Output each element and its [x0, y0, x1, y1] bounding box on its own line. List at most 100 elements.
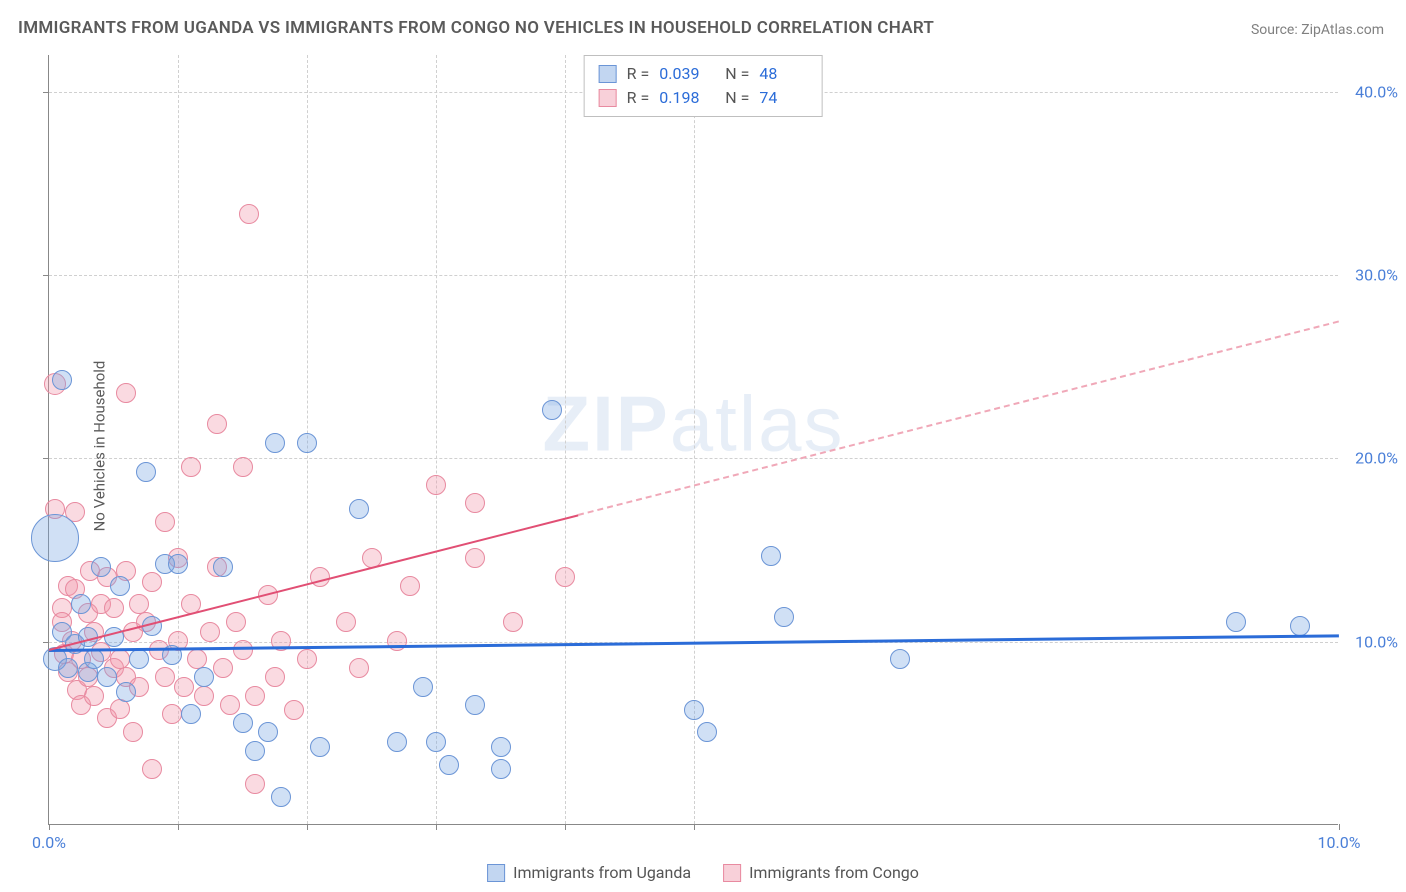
x-tick-label: 10.0% — [1318, 833, 1361, 852]
data-point — [491, 737, 511, 757]
legend-label: Immigrants from Congo — [749, 863, 919, 882]
data-point — [174, 677, 194, 697]
stat-r-value: 0.198 — [659, 86, 707, 110]
data-point — [336, 612, 356, 632]
data-point — [84, 686, 104, 706]
data-point — [97, 667, 117, 687]
data-point — [465, 493, 485, 513]
data-point — [136, 462, 156, 482]
data-point — [503, 612, 523, 632]
data-point — [349, 499, 369, 519]
stats-legend-box: R = 0.039 N = 48 R = 0.198 N = 74 — [584, 55, 823, 117]
x-tick-label: 0.0% — [32, 833, 66, 852]
data-point — [91, 557, 111, 577]
data-point — [220, 695, 240, 715]
stat-r-label: R = — [627, 62, 650, 86]
data-point — [58, 658, 78, 678]
data-point — [31, 514, 79, 562]
data-point — [226, 612, 246, 632]
legend-swatch — [723, 864, 741, 882]
legend-item: Immigrants from Congo — [723, 863, 919, 882]
stat-n-label: N = — [717, 86, 749, 110]
data-point — [233, 713, 253, 733]
data-point — [258, 722, 278, 742]
stats-row: R = 0.039 N = 48 — [599, 62, 808, 86]
data-point — [116, 383, 136, 403]
stats-row: R = 0.198 N = 74 — [599, 86, 808, 110]
data-point — [162, 704, 182, 724]
data-point — [71, 594, 91, 614]
data-point — [233, 457, 253, 477]
data-point — [239, 204, 259, 224]
stat-n-value: 74 — [759, 86, 807, 110]
data-point — [155, 512, 175, 532]
data-point — [110, 649, 130, 669]
data-point — [265, 667, 285, 687]
data-point — [52, 370, 72, 390]
y-tick-label: 30.0% — [1343, 266, 1398, 285]
y-tick-label: 10.0% — [1343, 632, 1398, 651]
data-point — [284, 700, 304, 720]
data-point — [187, 649, 207, 669]
stat-r-label: R = — [627, 86, 650, 110]
data-point — [426, 475, 446, 495]
data-point — [155, 667, 175, 687]
data-point — [123, 722, 143, 742]
data-point — [890, 649, 910, 669]
data-point — [116, 682, 136, 702]
data-point — [349, 658, 369, 678]
data-point — [310, 737, 330, 757]
data-point — [271, 787, 291, 807]
stat-r-value: 0.039 — [659, 62, 707, 86]
data-point — [774, 607, 794, 627]
plot-area: ZIPatlas 10.0%20.0%30.0%40.0%0.0%10.0% — [48, 55, 1338, 825]
data-point — [110, 576, 130, 596]
data-point — [207, 414, 227, 434]
trend-line — [578, 321, 1340, 517]
data-point — [297, 649, 317, 669]
legend-swatch — [599, 89, 617, 107]
stat-n-label: N = — [717, 62, 749, 86]
data-point — [684, 700, 704, 720]
data-point — [200, 622, 220, 642]
data-point — [555, 567, 575, 587]
source-attribution: Source: ZipAtlas.com — [1251, 22, 1384, 38]
data-point — [426, 732, 446, 752]
data-point — [697, 722, 717, 742]
legend-swatch — [599, 65, 617, 83]
data-point — [1290, 616, 1310, 636]
data-point — [413, 677, 433, 697]
data-point — [168, 554, 188, 574]
data-point — [465, 548, 485, 568]
stat-n-value: 48 — [759, 62, 807, 86]
data-point — [104, 598, 124, 618]
gridline-v — [565, 55, 566, 824]
data-point — [213, 557, 233, 577]
data-point — [465, 695, 485, 715]
data-point — [84, 649, 104, 669]
data-point — [129, 649, 149, 669]
data-point — [387, 732, 407, 752]
legend-item: Immigrants from Uganda — [487, 863, 691, 882]
data-point — [1226, 612, 1246, 632]
data-point — [181, 704, 201, 724]
data-point — [194, 686, 214, 706]
data-point — [213, 658, 233, 678]
data-point — [245, 686, 265, 706]
data-point — [542, 400, 562, 420]
data-point — [142, 572, 162, 592]
data-point — [297, 433, 317, 453]
data-point — [194, 667, 214, 687]
y-tick-label: 40.0% — [1343, 82, 1398, 101]
data-point — [491, 759, 511, 779]
data-point — [142, 759, 162, 779]
legend-label: Immigrants from Uganda — [513, 863, 691, 882]
data-point — [761, 546, 781, 566]
bottom-legend: Immigrants from Uganda Immigrants from Co… — [487, 863, 919, 882]
data-point — [245, 774, 265, 794]
y-tick-label: 20.0% — [1343, 449, 1398, 468]
data-point — [400, 576, 420, 596]
gridline-v — [436, 55, 437, 824]
chart-title: IMMIGRANTS FROM UGANDA VS IMMIGRANTS FRO… — [18, 18, 934, 38]
data-point — [129, 594, 149, 614]
